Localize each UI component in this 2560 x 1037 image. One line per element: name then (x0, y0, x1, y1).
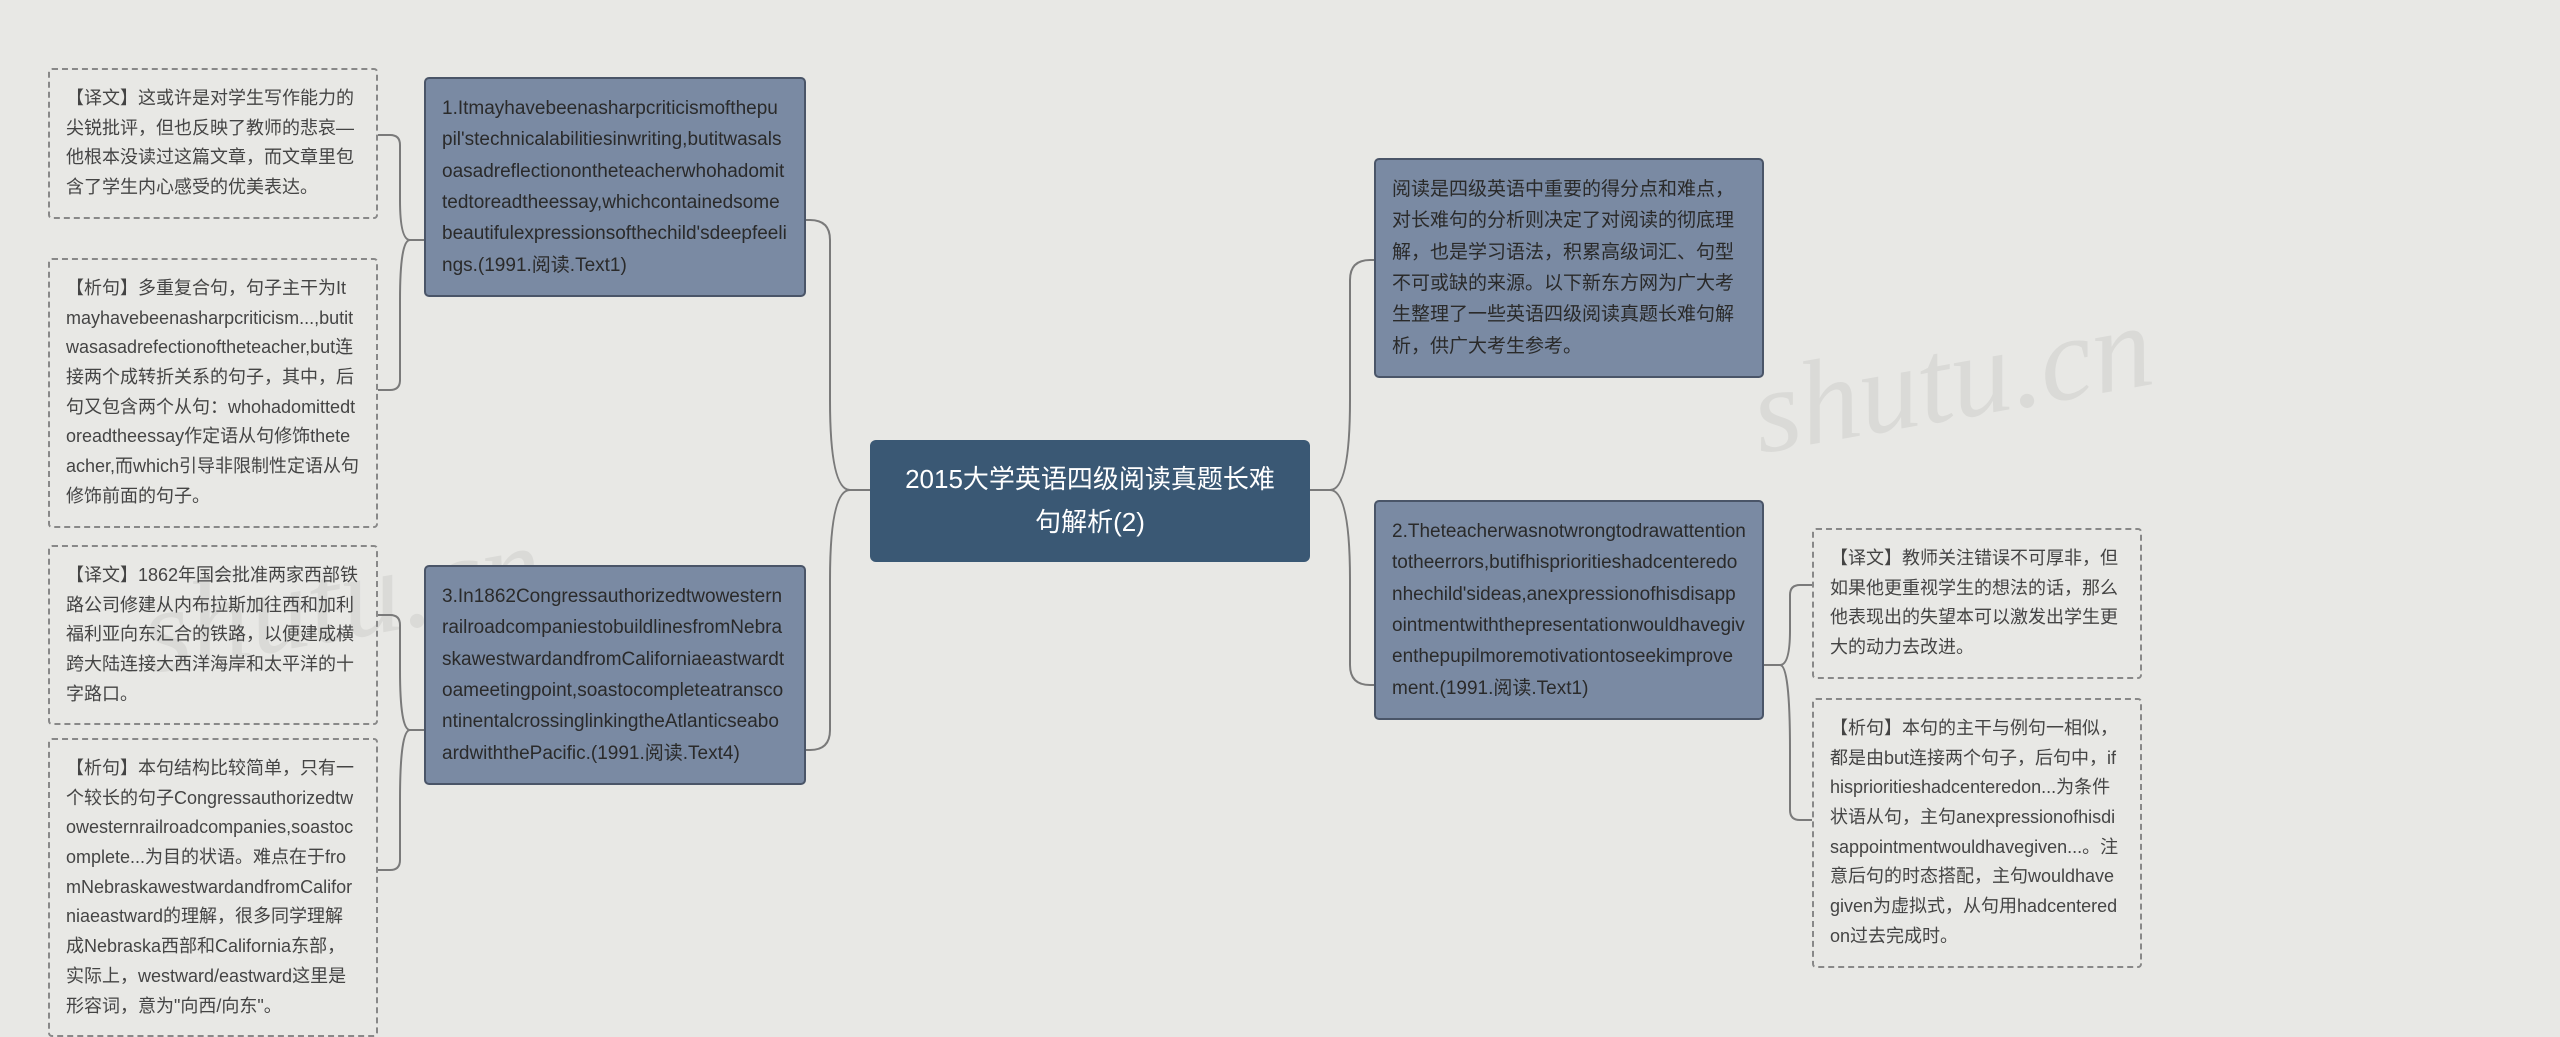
connector (806, 220, 870, 490)
watermark-2: shutu.cn (1741, 276, 2162, 482)
center-node: 2015大学英语四级阅读真题长难句解析(2) (870, 440, 1310, 562)
connector (378, 615, 424, 730)
connector (1764, 585, 1812, 665)
node-analysis-2: 【析句】本句的主干与例句一相似，都是由but连接两个句子，后句中，ifhispr… (1812, 698, 2142, 968)
node-translation-1: 【译文】这或许是对学生写作能力的尖锐批评，但也反映了教师的悲哀—他根本没读过这篇… (48, 68, 378, 219)
node-analysis-1: 【析句】多重复合句，句子主干为Itmayhavebeenasharpcritic… (48, 258, 378, 528)
node-sentence-1: 1.Itmayhavebeenasharpcriticismofthepupil… (424, 77, 806, 297)
node-sentence-2: 2.Theteacherwasnotwrongtodrawattentionto… (1374, 500, 1764, 720)
node-translation-2: 【译文】教师关注错误不可厚非，但如果他更重视学生的想法的话，那么他表现出的失望本… (1812, 528, 2142, 679)
node-sentence-3: 3.In1862Congressauthorizedtwowesternrail… (424, 565, 806, 785)
node-intro: 阅读是四级英语中重要的得分点和难点，对长难句的分析则决定了对阅读的彻底理解，也是… (1374, 158, 1764, 378)
connector (1310, 260, 1374, 490)
node-analysis-3: 【析句】本句结构比较简单，只有一个较长的句子Congressauthorized… (48, 738, 378, 1037)
connector (378, 730, 424, 870)
node-translation-3: 【译文】1862年国会批准两家西部铁路公司修建从内布拉斯加往西和加利福利亚向东汇… (48, 545, 378, 725)
connector (378, 135, 424, 240)
connector (1764, 665, 1812, 820)
connector (378, 240, 424, 390)
connector (806, 490, 870, 750)
connector (1310, 490, 1374, 685)
